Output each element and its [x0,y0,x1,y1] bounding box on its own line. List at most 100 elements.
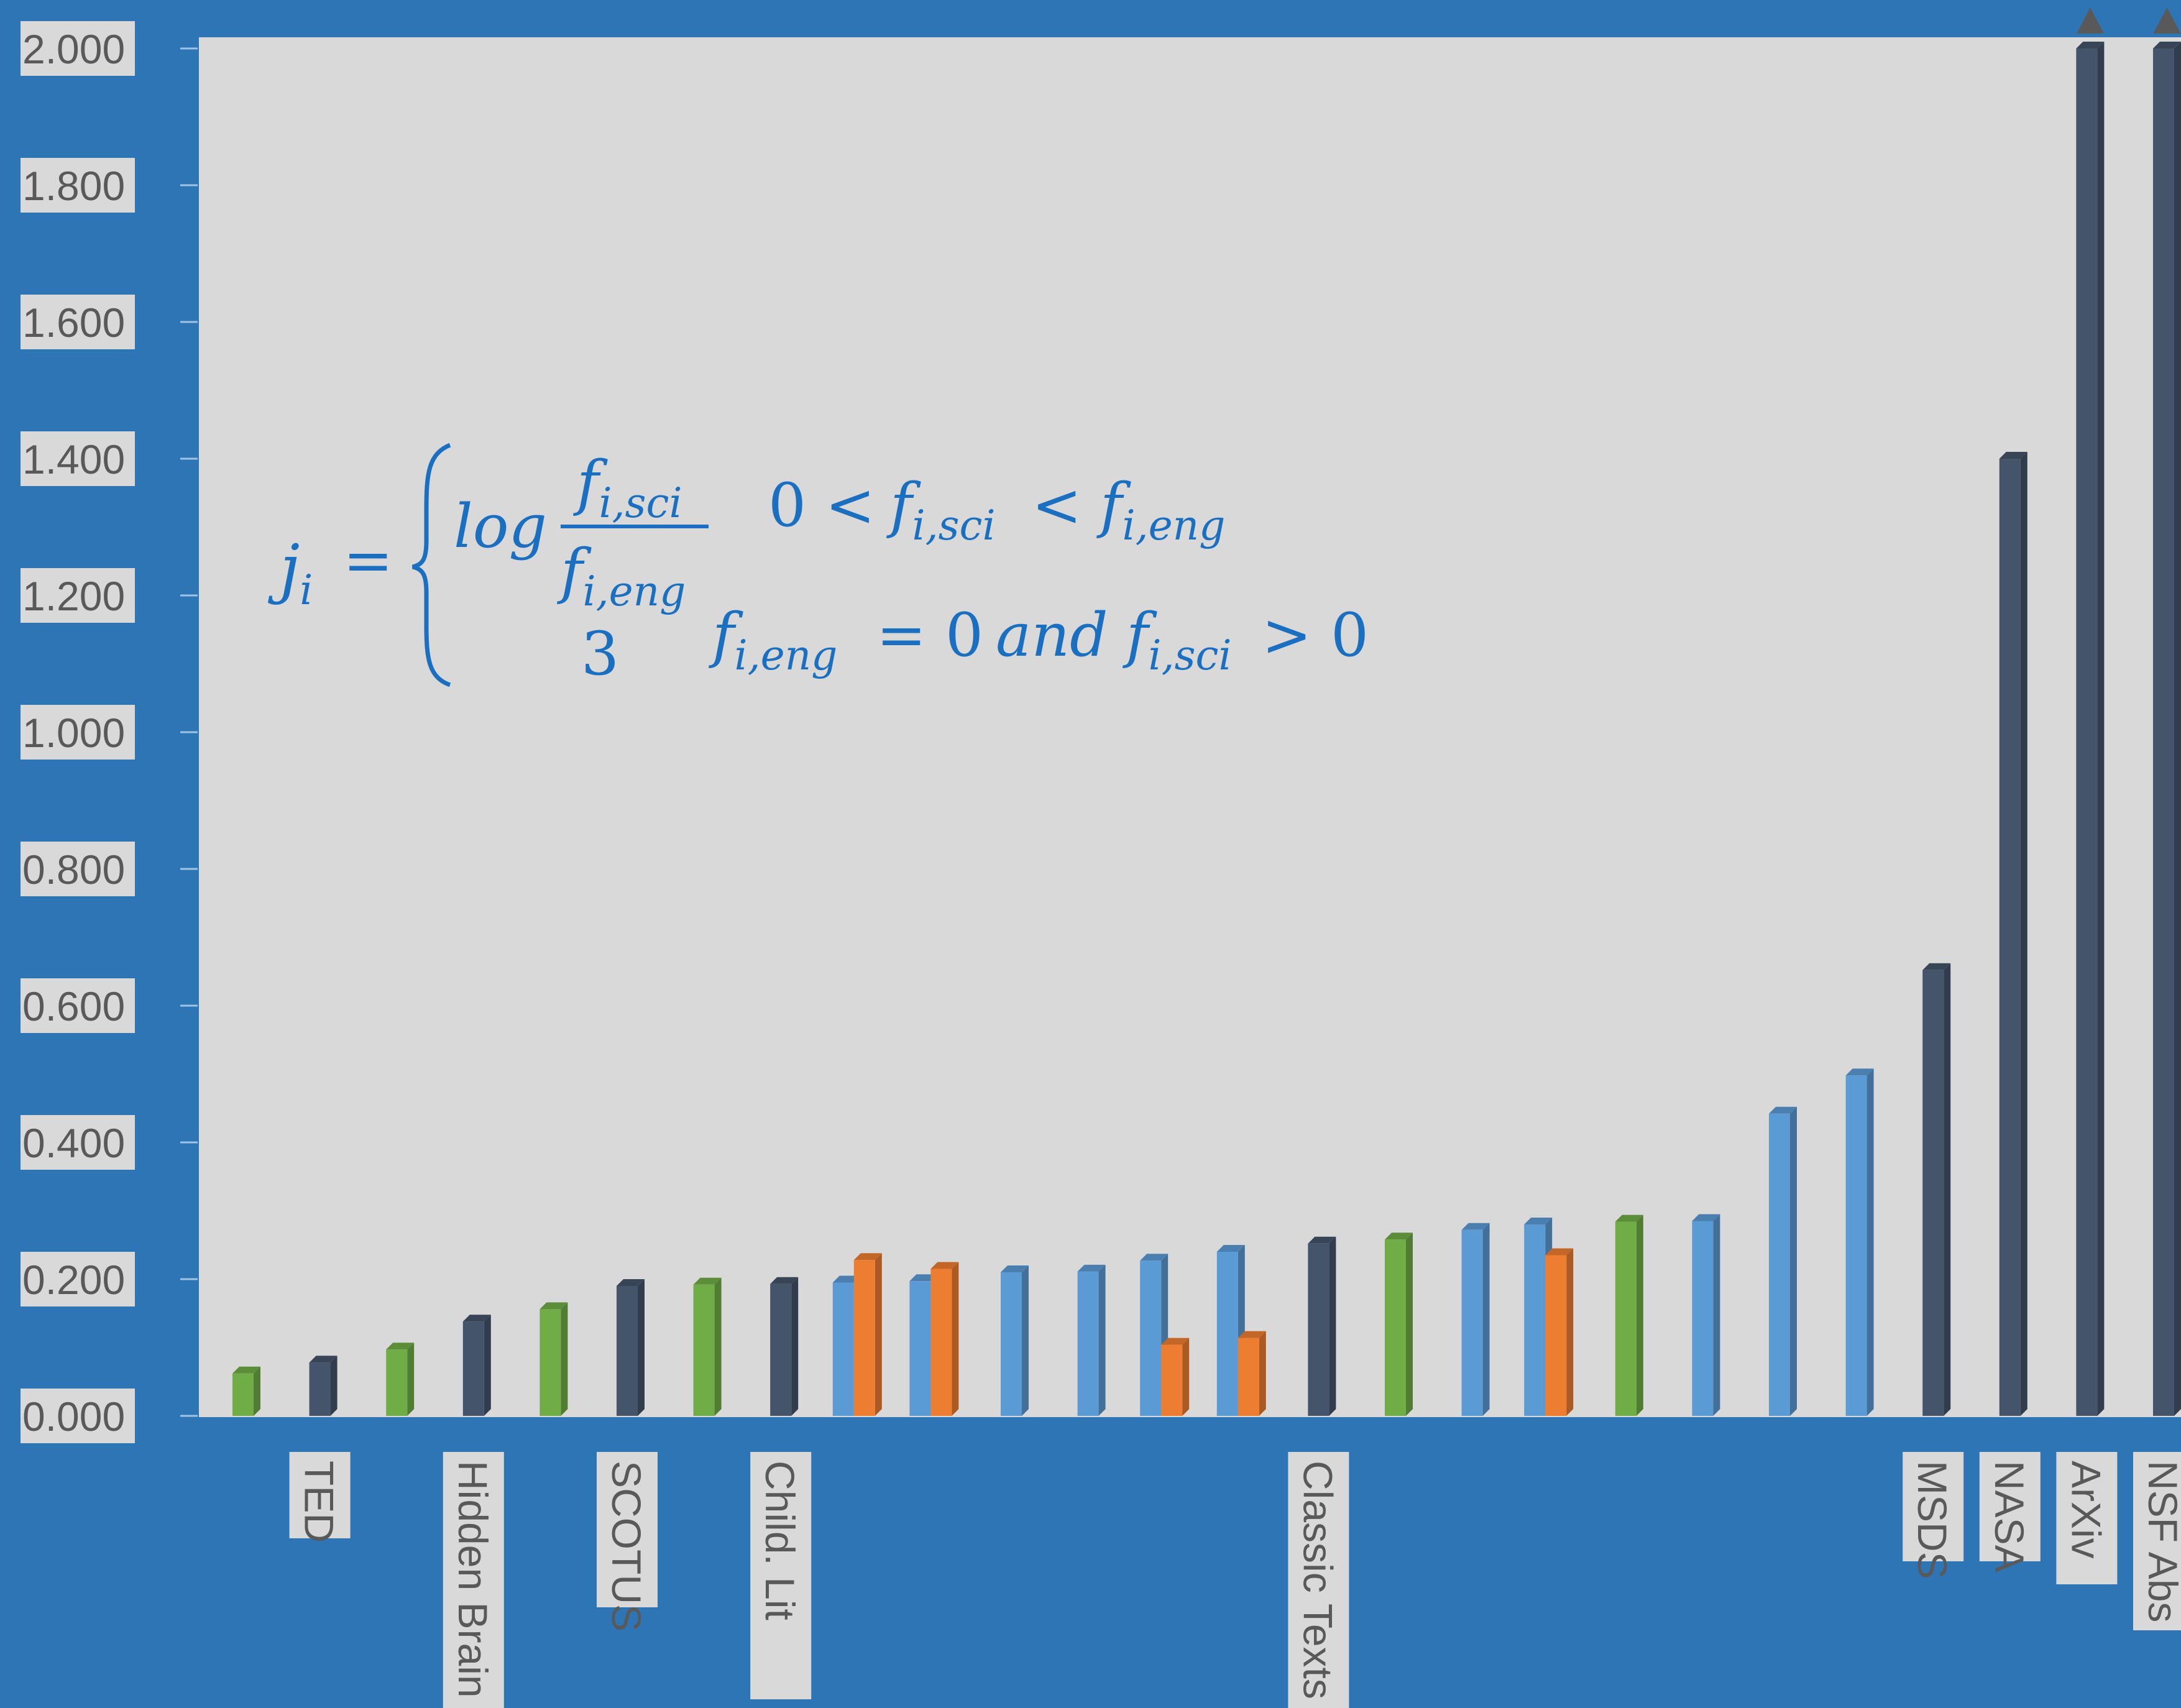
formula-case2-value: 3 [581,619,619,689]
plot-area [199,37,2181,1417]
formula-num-sub: i,sci [599,479,682,527]
bar-top [1140,1254,1169,1261]
bar-side [952,1262,959,1416]
bar-front [1545,1255,1567,1416]
bar-top [1524,1218,1553,1224]
bar-front [1999,459,2021,1416]
bar-top [693,1277,722,1285]
y-tick-label-bg [21,1252,135,1306]
category-label-bg [2056,1452,2118,1584]
bar-side [1329,1236,1336,1416]
bar-side [1566,1248,1574,1416]
bar-item-21 [1768,1106,1797,1416]
bar-front [1308,1243,1329,1416]
bar-front [616,1286,638,1416]
bar-item-19 [1615,1214,1643,1416]
bar-nsf-abs [2152,7,2181,1416]
bar-top [1161,1338,1190,1345]
bar-item-13-2 [1161,1338,1190,1416]
bar-front [1384,1239,1406,1416]
category-label-bg [1288,1452,1349,1708]
category-label-bg [443,1452,504,1708]
bar-item-9-2 [853,1253,882,1416]
bar-front [1216,1252,1238,1416]
bar-top [770,1277,799,1284]
category-label: NSF Abs [2140,1461,2181,1622]
bar-side [1098,1264,1106,1416]
bar-front [1768,1113,1790,1416]
bar-item-20 [1692,1214,1720,1416]
bar-scotus [616,1279,645,1416]
bar-front [2076,48,2098,1416]
bar-item-1 [232,1366,260,1416]
formula-cond1-f1-sub: i,sci [912,502,996,549]
bar-top [2076,42,2105,48]
bar-front [1000,1272,1022,1416]
bar-top [1000,1265,1029,1272]
bar-front [1161,1344,1183,1416]
y-tick-label: 0.000 [22,1393,125,1439]
bar-side [1789,1106,1797,1416]
bar-msds [1922,963,1951,1416]
bar-item-10-2 [930,1262,959,1416]
bar-side [714,1277,722,1416]
bar-item-11 [1000,1265,1029,1416]
bar-side [2020,452,2027,1416]
category-labels: TED Hidden Brain SCOTUS Child. Lit Classic T… [289,1452,2181,1708]
bar-top [540,1302,568,1310]
formula-lhs-sub: i [300,566,313,614]
bar-front [1845,1075,1867,1416]
y-tick-label-bg [21,568,135,623]
svg-text:fi,sci: fi,sci [1123,600,1232,679]
y-tick-label-bg [21,705,135,760]
category-label-bg [289,1452,351,1538]
bar-side [2097,42,2105,1416]
overflow-marker [2153,7,2181,34]
bar-top [2152,42,2181,48]
bar-top [1077,1264,1106,1272]
bar-item-17 [1461,1223,1490,1416]
bar-side [1482,1223,1490,1416]
y-tick-label: 0.600 [22,983,125,1029]
y-tick-label: 1.000 [22,710,125,756]
bar-side [1713,1214,1720,1416]
bar-front [540,1309,561,1416]
bar-front [770,1283,792,1416]
formula-case2-f2-sub: i,sci [1149,631,1232,679]
bar-front [232,1373,254,1416]
category-label-bg [1979,1452,2041,1561]
category-label-bg [1903,1452,1964,1561]
bar-front [309,1362,331,1416]
bar-front [1077,1271,1099,1416]
y-tick-label-bg [21,431,135,486]
bar-top [1768,1106,1797,1114]
bar-item-7 [693,1277,722,1416]
category-label: SCOTUS [604,1461,650,1632]
bar-top [1461,1223,1490,1230]
formula: ji = log fi,sci fi,eng 0 < fi,sci < fi,e… [268,443,1369,689]
y-tick-label-bg [21,158,135,213]
formula-log: log [454,492,547,561]
y-tick-label-bg [21,1115,135,1170]
svg-text:fi,sci: fi,sci [573,448,682,527]
bar-side [407,1343,415,1416]
category-label: Child. Lit [757,1461,803,1620]
y-axis: 0.000 0.200 0.400 0.600 0.800 1.000 1.200 1.400… [21,21,198,1443]
formula-case2-mid: = 0 [876,600,983,670]
formula-equals: = [343,526,393,595]
y-tick-label: 1.400 [22,436,125,482]
bar-side [1636,1214,1643,1416]
y-tick-label-bg [21,295,135,349]
bar-side [2174,42,2181,1416]
bar-front [1692,1221,1714,1416]
overflow-marker [2076,7,2104,34]
category-label: Hidden Brain [450,1461,496,1698]
bar-front [930,1269,952,1416]
bars [232,7,2181,1416]
bar-top [1845,1068,1874,1076]
y-tick-label-bg [21,842,135,896]
bar-side [791,1277,799,1416]
bar-top [1922,963,1951,970]
bar-item-18-2 [1545,1248,1574,1416]
